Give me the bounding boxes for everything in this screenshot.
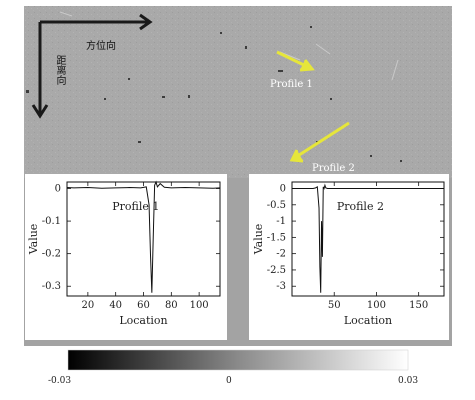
- colorbar: [67, 349, 409, 371]
- x-tick-label: 50: [328, 300, 341, 311]
- x-tick-label: 20: [81, 300, 94, 311]
- x-axis-label: Location: [344, 314, 392, 327]
- y-tick-label: -1: [276, 216, 286, 227]
- x-axis-label: Location: [119, 314, 167, 327]
- image-streaks: [59, 11, 399, 81]
- chart-title: Profile 1: [112, 200, 159, 213]
- colorbar-min-label: -0.03: [48, 376, 72, 386]
- x-tick-label: 40: [109, 300, 122, 311]
- x-tick-label: 100: [190, 300, 209, 311]
- y-axis-label: Value: [252, 224, 265, 256]
- y-tick-label: -3: [276, 281, 286, 292]
- y-tick-label: -2: [276, 249, 286, 260]
- x-tick-label: 60: [137, 300, 150, 311]
- chart1-panel: [25, 174, 227, 340]
- series-line: [66, 180, 221, 293]
- y-tick-label: -0.2: [42, 249, 61, 260]
- chart-profile-2: 50 100 150 0 -0.5 -1 -1.5 -2 -2.5 -3 Location Value…: [252, 181, 445, 327]
- y-tick-label: -0.5: [267, 200, 286, 211]
- y-tick-label: -1.5: [267, 232, 286, 243]
- x-tick-label: 80: [165, 300, 178, 311]
- chart-title: Profile 2: [337, 200, 384, 213]
- y-tick-label: -0.3: [42, 281, 61, 292]
- x-tick-label: 150: [409, 300, 428, 311]
- plot-frame: [291, 181, 445, 297]
- series-line: [292, 183, 444, 293]
- azimuth-direction-label: 方位向: [86, 41, 116, 52]
- chart2-panel: [249, 174, 449, 340]
- profile2-arrow: [289, 121, 350, 163]
- azimuth-arrow: [40, 13, 153, 31]
- profile1-arrow: [276, 50, 315, 72]
- chart-profile-1: 20 40 60 80 100 0 -0.1 -0.2 -0.3 Location Value Pro…: [27, 180, 221, 327]
- y-tick-label: 0: [55, 184, 61, 195]
- colorbar-max-label: 0.03: [398, 376, 419, 386]
- y-axis-label: Value: [27, 224, 40, 256]
- sar-image: [24, 6, 452, 178]
- range-arrow: [31, 22, 49, 119]
- colorbar-mid-label: 0: [226, 376, 232, 386]
- y-tick-label: 0: [280, 184, 286, 195]
- profile2-annotation: Profile 2: [312, 163, 355, 174]
- profile1-annotation: Profile 1: [270, 79, 313, 90]
- range-direction-label: 距离向: [54, 55, 65, 85]
- x-tick-label: 100: [367, 300, 386, 311]
- y-tick-label: -0.1: [42, 216, 61, 227]
- y-tick-label: -2.5: [267, 265, 286, 276]
